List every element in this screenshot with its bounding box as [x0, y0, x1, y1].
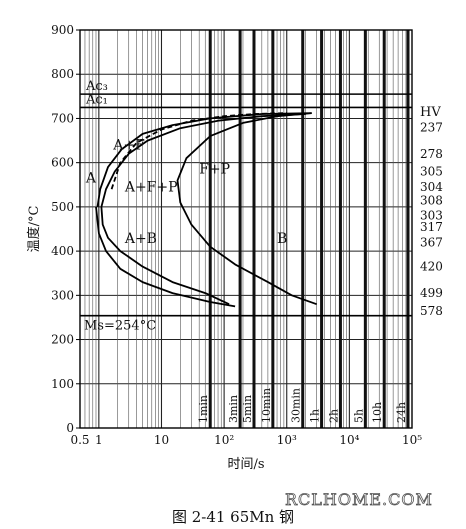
hv-value: 367: [420, 235, 443, 249]
hv-value: 304: [420, 180, 443, 194]
time-marker-label: 30min: [290, 388, 303, 423]
transformation-curve: [100, 206, 230, 306]
region-label: F+P: [199, 162, 230, 178]
hv-value: 578: [420, 304, 443, 318]
time-marker-label: 1h: [309, 409, 322, 423]
x-tick-label: 0.5: [70, 433, 89, 447]
y-tick-label: 0: [66, 421, 74, 435]
y-tick-label: 200: [51, 333, 74, 347]
transformation-curve: [176, 112, 317, 306]
hv-value: 420: [420, 260, 443, 274]
y-tick-label: 400: [51, 244, 74, 258]
y-tick-label: 100: [51, 377, 74, 391]
hv-value: 303: [420, 209, 443, 223]
time-marker-layer: 1min 3min 5min 10min 30min 1h 2h 5h 10h 24h: [197, 30, 410, 428]
hv-value: 308: [420, 193, 443, 207]
transformation-curve: [96, 112, 312, 208]
hv-value: 278: [420, 147, 443, 161]
time-marker-label: 3min: [227, 395, 240, 423]
hv-value: 305: [420, 165, 443, 179]
figure-caption: 图 2-41 65Mn 钢: [171, 508, 295, 526]
hv-value: 237: [420, 120, 443, 134]
region-label: A+F+P: [124, 179, 178, 195]
ref-line-label: Ms=254°C: [84, 319, 156, 334]
x-tick-label: 10⁴: [339, 433, 359, 447]
x-tick-label: 1: [95, 433, 103, 447]
region-label: B: [277, 231, 287, 247]
region-label: A+F: [112, 137, 145, 153]
time-marker-label: 10min: [260, 388, 273, 423]
plot-frame: [79, 29, 413, 429]
x-tick-label: 10⁵: [402, 433, 422, 447]
y-tick-label: 700: [51, 111, 74, 125]
x-tick-label: 10³: [277, 433, 297, 447]
x-tick-label: 10: [154, 433, 169, 447]
transformation-curve: [100, 113, 306, 208]
x-axis-title: 时间/s: [227, 457, 264, 472]
hv-value: 317: [420, 220, 443, 234]
grid-layer: [80, 30, 412, 428]
time-marker-label: 24h: [395, 402, 408, 423]
region-label: A+B: [124, 231, 157, 247]
y-tick-label: 600: [51, 156, 74, 170]
axis-layer: 0 100 200 300 400 500 600 700 800 900 0.5 1 10 10² 10³…: [26, 23, 422, 472]
time-marker-label: 5min: [241, 395, 254, 423]
x-tick-label: 10²: [214, 433, 234, 447]
ref-line-label: Ac₃: [85, 79, 108, 94]
hv-value: 499: [420, 286, 443, 300]
region-label: A: [85, 171, 97, 187]
time-marker-label: 10h: [371, 402, 384, 423]
time-marker-label: 5h: [352, 409, 365, 423]
y-tick-label: 300: [51, 288, 74, 302]
curve-layer: [95, 112, 317, 308]
hv-header: HV: [420, 105, 441, 120]
y-axis-title: 温度/°C: [26, 206, 42, 253]
y-tick-label: 500: [51, 200, 74, 214]
time-marker-label: 1min: [197, 395, 210, 423]
y-tick-label: 900: [51, 23, 74, 37]
y-tick-label: 800: [51, 67, 74, 81]
transformation-curve: [95, 206, 236, 308]
watermark: RCLHOME.COM: [285, 490, 433, 510]
time-marker-label: 2h: [327, 409, 340, 423]
ref-line-label: Ac₁: [85, 92, 108, 107]
